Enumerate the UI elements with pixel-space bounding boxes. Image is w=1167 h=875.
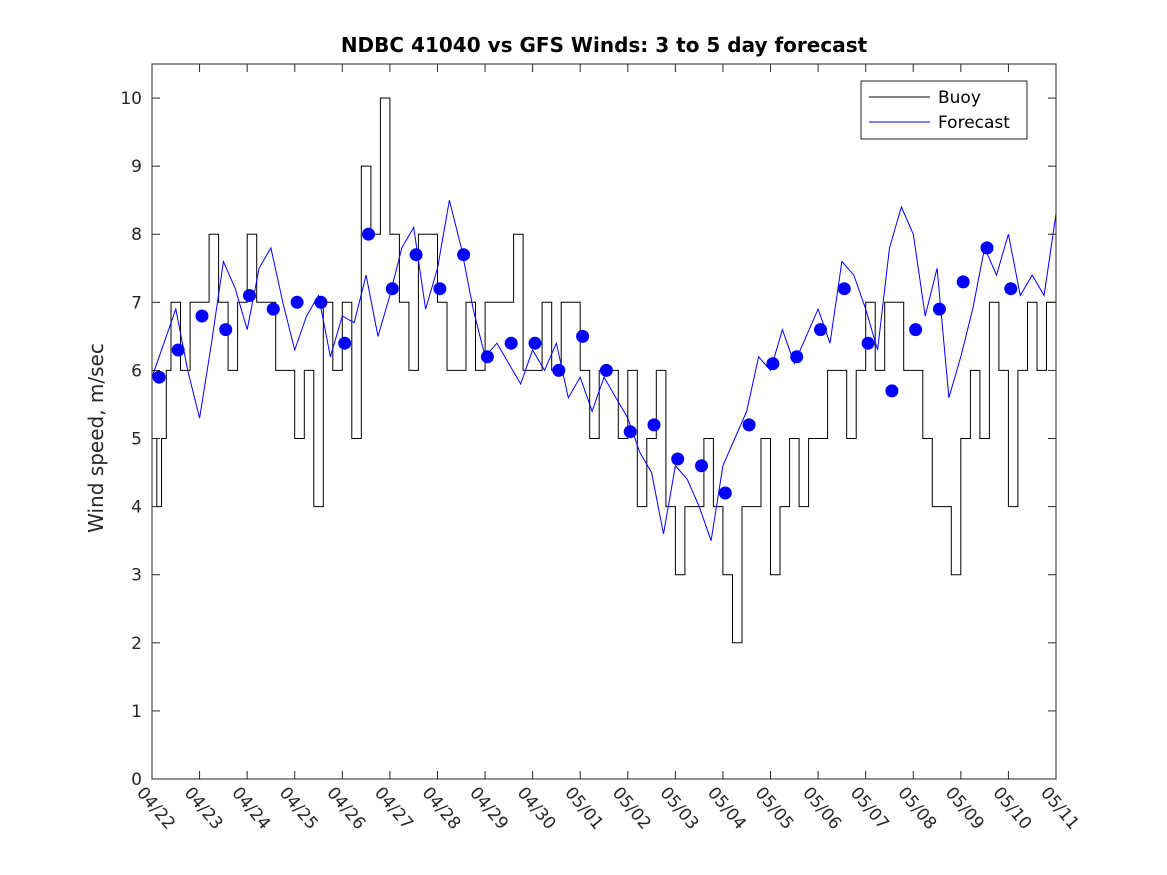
y-tick-label: 6 (131, 361, 142, 381)
forecast-point (243, 289, 256, 302)
forecast-point (195, 309, 209, 323)
y-tick-label: 7 (131, 293, 142, 313)
forecast-point (790, 350, 804, 364)
forecast-point (219, 323, 233, 337)
forecast-point (623, 425, 637, 439)
forecast-point (837, 282, 851, 296)
y-tick-label: 8 (131, 225, 142, 245)
forecast-point (338, 336, 352, 350)
legend: Buoy Forecast (860, 80, 1028, 140)
forecast-point (742, 418, 756, 432)
y-tick-label: 2 (131, 634, 142, 654)
forecast-point (932, 302, 946, 316)
y-axis-label: Wind speed, m/sec (84, 343, 108, 533)
forecast-point (409, 248, 423, 262)
forecast-point (433, 282, 447, 296)
forecast-point (695, 459, 708, 473)
forecast-point (457, 248, 471, 262)
forecast-point (599, 363, 613, 377)
legend-box (860, 80, 1028, 140)
y-tick-label: 9 (131, 157, 142, 177)
forecast-point (909, 323, 923, 337)
y-tick-label: 3 (131, 566, 142, 586)
forecast-point (504, 336, 518, 350)
plot-area-frame (151, 63, 1057, 780)
forecast-point (766, 357, 780, 371)
forecast-point (647, 418, 661, 432)
forecast-point (671, 452, 685, 466)
legend-label-buoy: Buoy (938, 88, 981, 108)
forecast-point (980, 241, 994, 255)
forecast-point (861, 336, 875, 350)
y-tick-label: 4 (131, 498, 142, 518)
forecast-point (480, 350, 494, 364)
forecast-point (266, 302, 280, 316)
forecast-point (956, 275, 970, 289)
y-tick-label: 0 (131, 770, 142, 790)
forecast-point (814, 323, 827, 337)
forecast-series-line (151, 200, 1057, 541)
forecast-point (152, 370, 166, 384)
forecast-point (314, 295, 328, 309)
y-tick-label: 10 (120, 89, 142, 109)
chart-title: NDBC 41040 vs GFS Winds: 3 to 5 day fore… (341, 33, 868, 57)
forecast-point (528, 336, 542, 350)
forecast-point (362, 227, 375, 241)
buoy-series-line (152, 97, 1056, 644)
legend-label-forecast: Forecast (938, 113, 1010, 133)
y-tick-label: 5 (131, 430, 142, 450)
y-tick-label: 1 (131, 702, 142, 722)
forecast-point (552, 363, 566, 377)
forecast-point (718, 486, 732, 500)
forecast-point (290, 295, 304, 309)
forecast-point (385, 282, 399, 296)
forecast-point (885, 384, 899, 398)
forecast-point (1004, 282, 1018, 296)
marks-layer (151, 97, 1057, 644)
forecast-point (576, 329, 590, 343)
forecast-point (171, 343, 185, 357)
